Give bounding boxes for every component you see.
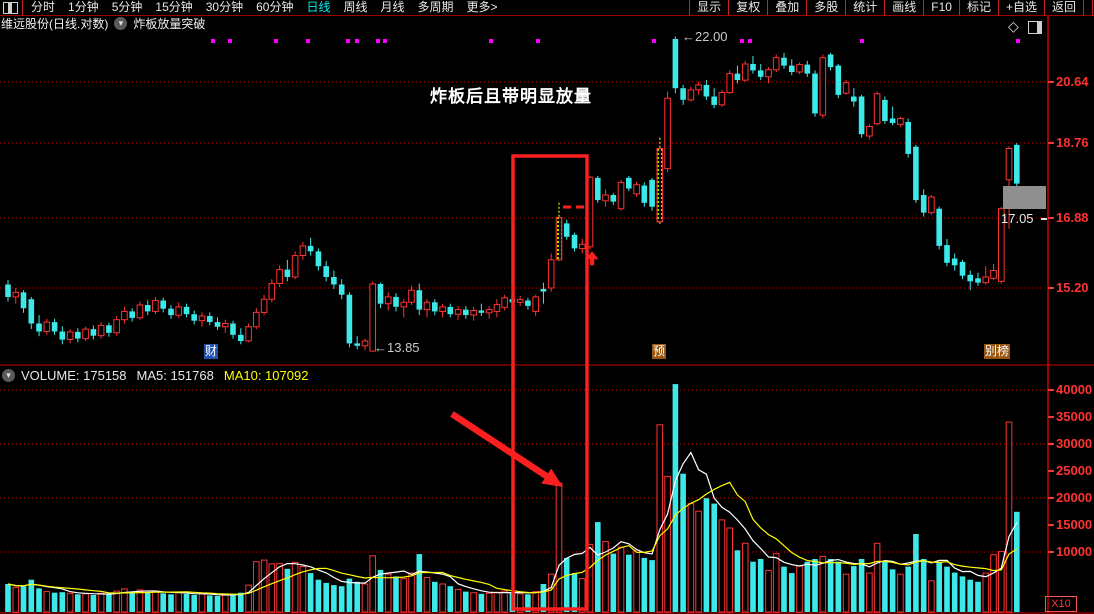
chevron-down-icon[interactable]: ▾ <box>2 368 15 382</box>
action-item-返回[interactable]: 返回 <box>1043 0 1083 15</box>
split-window-icon[interactable] <box>1028 21 1042 34</box>
axis-tick-label: 10000 <box>1056 544 1093 559</box>
period-item-60分钟[interactable]: 60分钟 <box>256 0 294 14</box>
toolbar-edge-divider <box>1092 0 1093 15</box>
ma10-value: MA10: 107092 <box>223 367 309 383</box>
axis-tick-label: 20000 <box>1056 490 1093 505</box>
period-item-30分钟[interactable]: 30分钟 <box>205 0 244 14</box>
magenta-marker-dot <box>376 39 380 43</box>
magenta-marker-dot <box>536 39 540 43</box>
axis-tick-label: 25000 <box>1056 463 1093 478</box>
action-item-+自选[interactable]: +自选 <box>997 0 1044 15</box>
axis-tick-label: 35000 <box>1056 409 1093 424</box>
top-toolbar: 分时 1分钟 5分钟 15分钟 30分钟 60分钟 日线 周线 月线 多周期 更多> 显示 复权 叠加多… <box>0 0 1094 16</box>
period-item-日线[interactable]: 日线 <box>306 0 331 14</box>
action-item-统计[interactable]: 统计 <box>845 0 884 15</box>
stock-title: 维远股份(日线.对数) <box>1 16 109 31</box>
action-item-F10[interactable]: F10 <box>923 0 959 15</box>
magenta-marker-dot <box>740 39 744 43</box>
title-bar: 维远股份(日线.对数) ▾ 炸板放量突破 <box>1 16 206 31</box>
period-item-1分钟[interactable]: 1分钟 <box>68 0 99 14</box>
axis-tick-label: 15000 <box>1056 517 1093 532</box>
period-item-5分钟[interactable]: 5分钟 <box>111 0 143 14</box>
axis-tick-label: 18.76 <box>1056 135 1089 150</box>
period-item-15分钟[interactable]: 15分钟 <box>155 0 193 14</box>
magenta-marker-dot <box>346 39 350 43</box>
magenta-marker-dot <box>355 39 359 43</box>
window-layout-icon[interactable] <box>3 1 18 14</box>
volume-header: ▾ VOLUME: 175158 MA5: 151768 MA10: 10709… <box>2 367 308 383</box>
action-item-复权[interactable]: 复权 <box>728 0 767 15</box>
magenta-marker-dot <box>306 39 310 43</box>
action-item-画线[interactable]: 画线 <box>884 0 923 15</box>
period-item-周线[interactable]: 周线 <box>343 0 368 14</box>
action-item-显示[interactable]: 显示 <box>689 0 728 15</box>
diamond-icon[interactable]: ◇ <box>1008 18 1019 34</box>
magenta-marker-dot <box>383 39 387 43</box>
axis-tick-label: 20.64 <box>1056 74 1089 89</box>
magenta-marker-dot <box>274 39 278 43</box>
action-menu: 显示 复权 叠加 多股 统计 画线 F10 标记 +自选 返回 <box>689 0 1084 15</box>
axis-tick-label: 16.88 <box>1056 210 1089 225</box>
annotation-text: 炸板后且带明显放量 <box>430 87 592 106</box>
period-item-月线[interactable]: 月线 <box>380 0 405 14</box>
period-item-分时[interactable]: 分时 <box>31 0 56 14</box>
axis-tick-label: 40000 <box>1056 382 1093 397</box>
volume-value: VOLUME: 175158 <box>21 367 127 383</box>
event-flag-别榜[interactable]: 别榜 <box>984 344 1011 359</box>
magenta-marker-dot <box>211 39 215 43</box>
magenta-marker-dot <box>1016 39 1020 43</box>
action-item-标记[interactable]: 标记 <box>958 0 998 15</box>
axis-tick-label: 15.20 <box>1056 280 1089 295</box>
period-item-多周期[interactable]: 多周期 <box>417 0 454 14</box>
period-menu: 分时 1分钟 5分钟 15分钟 30分钟 60分钟 日线 周线 月线 多周期 更多> <box>22 0 498 15</box>
magenta-marker-dot <box>652 39 656 43</box>
period-item-更多>[interactable]: 更多> <box>466 0 498 14</box>
magenta-marker-dot <box>748 39 752 43</box>
event-flag-预[interactable]: 预 <box>652 344 667 359</box>
low-price-label: ←13.85 <box>374 340 420 355</box>
chevron-down-icon[interactable]: ▾ <box>114 16 128 30</box>
indicator-name: 炸板放量突破 <box>133 16 206 31</box>
axis-tick-label: 30000 <box>1056 436 1093 451</box>
action-item-多股[interactable]: 多股 <box>806 0 845 15</box>
peak-price-label: ←22.00 <box>682 29 728 44</box>
event-flag-财[interactable]: 财 <box>204 344 219 359</box>
last-price-label: 17.05 <box>1001 211 1034 226</box>
volume-unit-label: X10 <box>1045 596 1077 612</box>
magenta-marker-dot <box>860 39 864 43</box>
magenta-marker-dot <box>489 39 493 43</box>
ma5-value: MA5: 151768 <box>136 367 214 383</box>
action-item-叠加[interactable]: 叠加 <box>767 0 806 15</box>
magenta-marker-dot <box>228 39 232 43</box>
